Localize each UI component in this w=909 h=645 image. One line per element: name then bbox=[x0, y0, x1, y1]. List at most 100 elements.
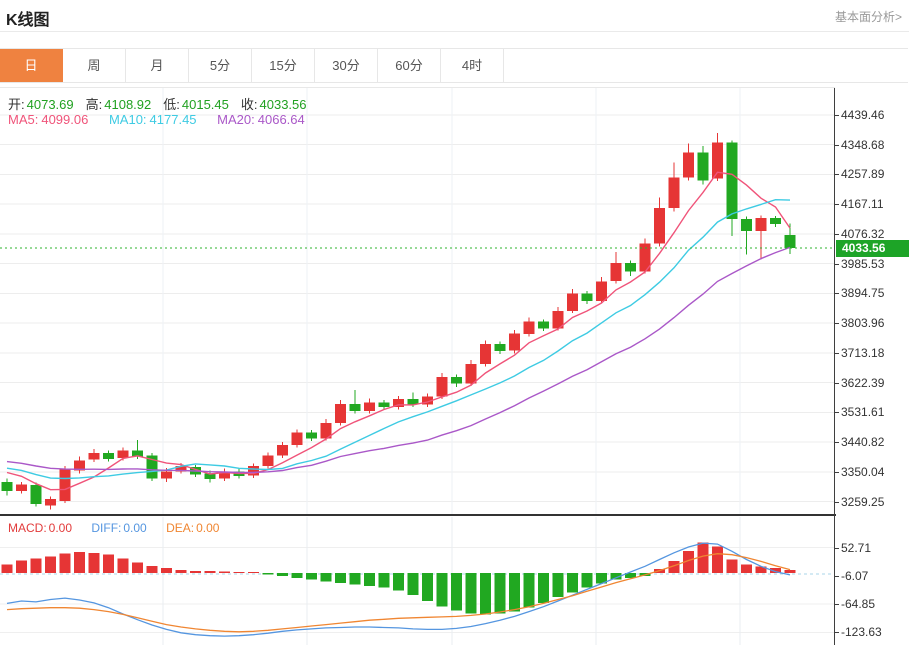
axis-tick bbox=[834, 174, 839, 175]
candle-body bbox=[132, 450, 143, 457]
macd-value: MACD: 0.00 bbox=[8, 521, 73, 535]
macd-bar bbox=[117, 558, 129, 573]
candle-body bbox=[465, 363, 477, 384]
y-axis-label: 4076.32 bbox=[841, 227, 885, 241]
tab-月[interactable]: 月 bbox=[126, 49, 189, 82]
macd-bar bbox=[494, 573, 506, 614]
panel-separator bbox=[0, 514, 836, 516]
candle-body bbox=[422, 396, 433, 405]
axis-tick bbox=[834, 264, 839, 265]
macd-bar bbox=[422, 573, 433, 601]
candle-body bbox=[770, 218, 781, 225]
macd-bar bbox=[610, 573, 622, 580]
macd-bar bbox=[219, 571, 230, 573]
candle-body bbox=[248, 466, 259, 476]
tab-5分[interactable]: 5分 bbox=[189, 49, 252, 82]
candle-body bbox=[741, 219, 752, 232]
tab-15分[interactable]: 15分 bbox=[252, 49, 315, 82]
macd-bar bbox=[697, 542, 709, 573]
candle-body bbox=[726, 142, 738, 219]
axis-tick bbox=[834, 204, 839, 205]
y-axis-label: 3350.04 bbox=[841, 465, 885, 479]
candlestick-chart[interactable] bbox=[0, 88, 835, 515]
ma5-readout: MA5: 4099.06 bbox=[8, 112, 89, 127]
axis-tick bbox=[834, 472, 839, 473]
macd-bar bbox=[233, 572, 245, 573]
macd-bar bbox=[161, 568, 172, 573]
axis-tick bbox=[834, 353, 839, 354]
candle-body bbox=[755, 218, 767, 232]
macd-bar bbox=[103, 554, 114, 573]
candles bbox=[1, 133, 796, 510]
macd-bar bbox=[596, 573, 607, 584]
candle-body bbox=[219, 471, 230, 479]
ma10-line bbox=[6, 198, 791, 480]
candle-body bbox=[364, 402, 375, 411]
tab-周[interactable]: 周 bbox=[63, 49, 126, 82]
candle-body bbox=[451, 377, 462, 384]
tab-60分[interactable]: 60分 bbox=[378, 49, 441, 82]
y-axis-label: 3622.39 bbox=[841, 376, 885, 390]
ma10-readout: MA10: 4177.45 bbox=[108, 112, 197, 127]
ma-readout: MA5: 4099.06 MA10: 4177.45 MA20: 4066.64 bbox=[8, 112, 322, 127]
axis-tick bbox=[834, 115, 839, 116]
macd-histogram bbox=[1, 542, 796, 615]
macd-bar bbox=[30, 558, 42, 573]
diff-line bbox=[6, 542, 791, 637]
candle-body bbox=[175, 466, 187, 472]
high-value: 4108.92 bbox=[104, 97, 152, 112]
candle-body bbox=[30, 485, 42, 505]
macd-bar bbox=[755, 566, 767, 573]
candle-body bbox=[538, 321, 549, 329]
y-axis-label: 4257.89 bbox=[841, 167, 885, 181]
macd-chart[interactable] bbox=[0, 517, 835, 645]
axis-tick bbox=[834, 604, 839, 605]
y-axis-label: 3440.82 bbox=[841, 435, 885, 449]
macd-bar bbox=[552, 573, 564, 598]
y-axis-label: -123.63 bbox=[841, 625, 882, 639]
macd-bar bbox=[204, 571, 216, 573]
macd-bar bbox=[741, 564, 752, 573]
macd-bar bbox=[59, 553, 71, 573]
axis-tick bbox=[834, 234, 839, 235]
tab-30分[interactable]: 30分 bbox=[315, 49, 378, 82]
y-axis-label: 3259.25 bbox=[841, 495, 885, 509]
macd-bar bbox=[262, 573, 274, 575]
candle-body bbox=[639, 243, 651, 272]
macd-bar bbox=[712, 546, 723, 573]
price-axis-line bbox=[834, 88, 835, 645]
candle-body bbox=[335, 403, 346, 423]
candle-body bbox=[581, 293, 593, 301]
candle-body bbox=[74, 460, 85, 471]
macd-bar bbox=[74, 551, 85, 573]
candle-body bbox=[161, 471, 172, 479]
axis-tick bbox=[834, 502, 839, 503]
candle-body bbox=[494, 344, 506, 351]
tab-日[interactable]: 日 bbox=[0, 49, 63, 82]
macd-bar bbox=[625, 573, 636, 578]
macd-bar bbox=[306, 573, 317, 580]
page-title: K线图 bbox=[6, 12, 50, 29]
macd-bar bbox=[190, 571, 201, 573]
candle-body bbox=[596, 281, 607, 301]
candle-body bbox=[610, 262, 622, 282]
y-axis-label: 4439.46 bbox=[841, 108, 885, 122]
fundamental-analysis-link[interactable]: 基本面分析> bbox=[834, 10, 902, 24]
macd-bar bbox=[248, 572, 259, 573]
tab-4时[interactable]: 4时 bbox=[441, 49, 504, 82]
axis-tick bbox=[834, 293, 839, 294]
candle-body bbox=[1, 481, 13, 491]
macd-bar bbox=[16, 560, 27, 573]
y-axis-label: 3713.18 bbox=[841, 346, 885, 360]
macd-bar bbox=[451, 573, 462, 611]
candle-body bbox=[625, 262, 636, 272]
axis-tick bbox=[834, 145, 839, 146]
high-label: 高: bbox=[85, 97, 103, 112]
candle-body bbox=[784, 234, 796, 248]
y-axis-label: 3803.96 bbox=[841, 316, 885, 330]
chart-top-border bbox=[0, 87, 835, 88]
y-axis-label: -64.85 bbox=[841, 597, 876, 611]
axis-tick bbox=[834, 548, 839, 549]
macd-bar bbox=[567, 573, 578, 593]
